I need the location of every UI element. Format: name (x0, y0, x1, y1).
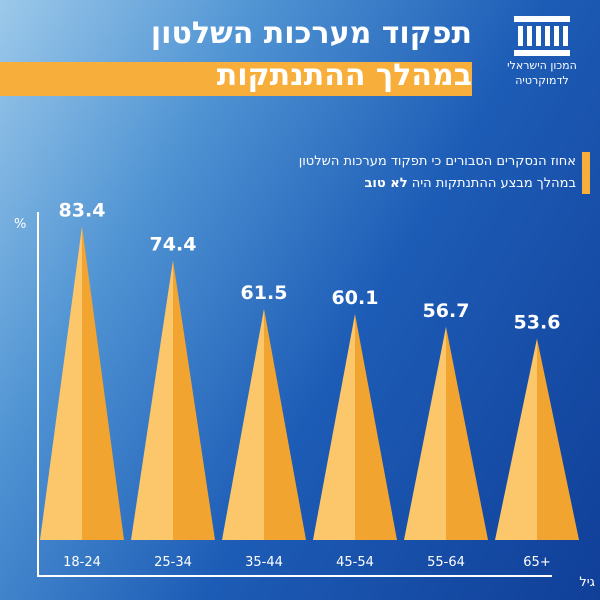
value-label-35-44: 61.5 (241, 282, 288, 304)
bar-cone-right-55-64 (446, 326, 488, 540)
chart-title-line2: במהלך ההתנתקות (216, 58, 472, 93)
subtitle-accent-bar (582, 152, 590, 194)
x-tick-label-65+: 65+ (523, 555, 550, 570)
x-tick-label-18-24: 18-24 (63, 555, 101, 570)
bar-cone-right-65+ (537, 338, 579, 540)
chart-subtitle-line1: אחוז הנסקרים הסבורים כי תפקוד מערכות השל… (298, 154, 576, 169)
institute-logo: המכון הישראלי לדמוקרטיה (492, 14, 592, 104)
bar-cone-right-18-24 (82, 226, 124, 540)
subtitle-text: במהלך מבצע ההתנתקות היה (407, 176, 576, 191)
bar-cone-left-65+ (495, 338, 537, 540)
value-label-25-34: 74.4 (150, 233, 197, 255)
x-tick-label-35-44: 35-44 (245, 555, 283, 570)
bar-cone-right-25-34 (173, 260, 215, 540)
value-label-65+: 53.6 (514, 311, 561, 333)
institute-logo-icon (514, 16, 570, 56)
bar-cone-left-18-24 (40, 226, 82, 540)
bar-cone-right-45-54 (355, 314, 397, 540)
bar-cone-right-35-44 (264, 308, 306, 540)
chart-title: תפקוד מערכות השלטון (150, 16, 472, 51)
x-tick-label-25-34: 25-34 (154, 555, 192, 570)
bar-cone-left-35-44 (222, 308, 264, 540)
logo-text-line1: המכון הישראלי (507, 59, 577, 72)
x-tick-label-45-54: 45-54 (336, 555, 374, 570)
subtitle-emphasis: לא טוב (364, 176, 408, 191)
title-highlight-band (0, 62, 472, 96)
y-axis-label: % (14, 217, 26, 232)
chart-subtitle-line2: במהלך מבצע ההתנתקות היה לא טוב (136, 174, 577, 194)
bar-cone-left-45-54 (313, 314, 355, 540)
x-tick-label-55-64: 55-64 (427, 555, 465, 570)
x-axis-label: גיל (579, 575, 595, 590)
value-label-55-64: 56.7 (423, 300, 470, 322)
value-label-18-24: 83.4 (59, 199, 106, 221)
logo-text-line2: לדמוקרטיה (515, 74, 569, 87)
bar-cone-left-25-34 (131, 260, 173, 540)
bar-cone-left-55-64 (404, 326, 446, 540)
value-label-45-54: 60.1 (332, 287, 379, 309)
